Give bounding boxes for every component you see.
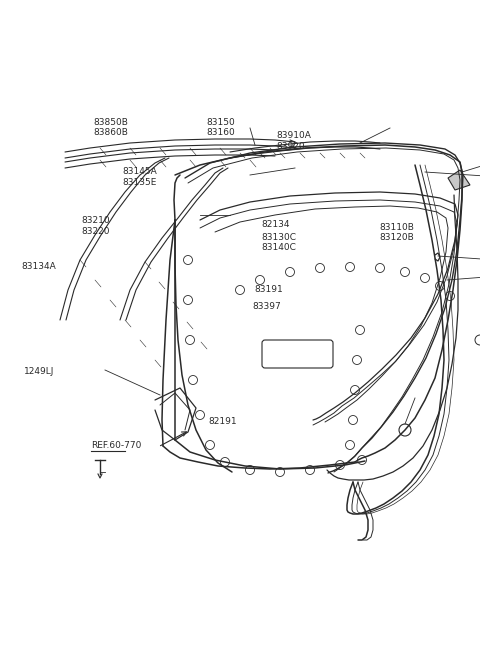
Text: 83130C
83140C: 83130C 83140C — [262, 233, 297, 253]
Text: 83910A
83920: 83910A 83920 — [276, 131, 311, 151]
Text: 83150
83160: 83150 83160 — [206, 118, 235, 138]
Polygon shape — [448, 170, 470, 190]
Text: 82134: 82134 — [262, 220, 290, 229]
Text: 83145A
83135E: 83145A 83135E — [122, 167, 157, 187]
Text: 83191: 83191 — [254, 285, 283, 295]
Text: 83397: 83397 — [252, 302, 281, 311]
Text: 83210
83220: 83210 83220 — [82, 216, 110, 236]
Text: REF.60-770: REF.60-770 — [91, 441, 142, 450]
Text: 1249LJ: 1249LJ — [24, 367, 54, 377]
Text: 82191: 82191 — [209, 417, 238, 426]
Text: 83134A: 83134A — [22, 262, 56, 272]
Text: 83850B
83860B: 83850B 83860B — [94, 118, 129, 138]
Text: 83110B
83120B: 83110B 83120B — [379, 223, 414, 243]
